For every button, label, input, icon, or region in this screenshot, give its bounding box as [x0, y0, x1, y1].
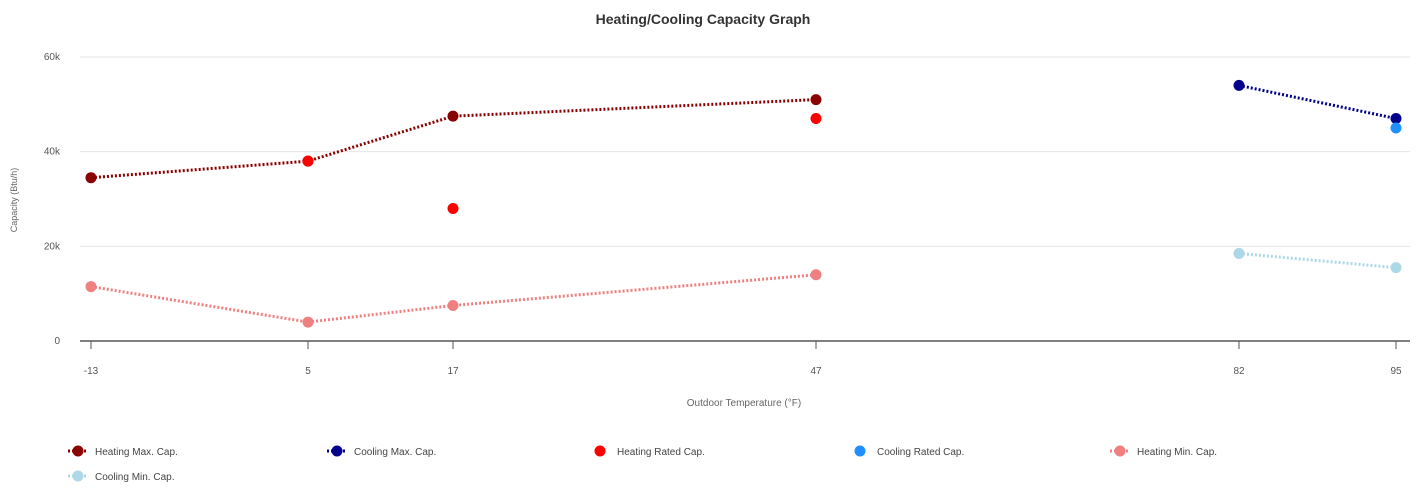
x-tick-label: 17	[447, 366, 459, 377]
data-point[interactable]	[1390, 113, 1402, 125]
x-tick-label: 82	[1233, 366, 1245, 377]
x-tick-label: 95	[1390, 366, 1402, 377]
y-tick-label: 60k	[44, 52, 61, 63]
legend-item-heating-rated-cap[interactable]: Heating Rated Cap.	[594, 445, 705, 459]
legend-item-heating-max-cap[interactable]: Heating Max. Cap.	[68, 445, 178, 459]
legend-marker	[72, 470, 84, 482]
data-point[interactable]	[1390, 262, 1402, 274]
legend-marker	[854, 445, 866, 457]
y-tick-label: 0	[54, 336, 60, 347]
data-point[interactable]	[1233, 247, 1245, 259]
x-tick-label: 5	[305, 366, 311, 377]
y-tick-label: 20k	[44, 241, 61, 252]
legend-item-cooling-max-cap[interactable]: Cooling Max. Cap.	[327, 445, 436, 459]
series-cooling-min-cap	[1233, 247, 1402, 274]
series-line	[1238, 83, 1397, 121]
series-cooling-max-cap	[1233, 79, 1402, 125]
y-axis-label: Capacity (Btu/h)	[9, 168, 19, 233]
data-point[interactable]	[85, 172, 97, 184]
axis-layer: -13 5 17 47 82 95	[80, 340, 1410, 377]
data-point[interactable]	[302, 155, 314, 167]
series-line	[90, 273, 817, 324]
legend-label: Cooling Max. Cap.	[354, 447, 436, 458]
legend-label: Heating Rated Cap.	[617, 447, 705, 458]
legend-marker	[594, 445, 606, 457]
legend-item-heating-min-cap[interactable]: Heating Min. Cap.	[1110, 445, 1217, 459]
data-point[interactable]	[302, 316, 314, 328]
y-tick-label: 40k	[44, 147, 61, 158]
legend: Heating Max. Cap. Cooling Max. Cap. Heatin…	[68, 445, 1217, 484]
legend-label: Cooling Rated Cap.	[877, 447, 964, 458]
x-tick-label: 47	[810, 366, 822, 377]
series-heating-max-cap	[85, 94, 822, 184]
legend-marker	[331, 445, 343, 457]
data-point[interactable]	[85, 281, 97, 293]
legend-item-cooling-min-cap[interactable]: Cooling Min. Cap.	[68, 470, 174, 484]
series-layer	[85, 79, 1402, 328]
legend-marker	[72, 445, 84, 457]
data-point[interactable]	[1233, 79, 1245, 91]
data-point[interactable]	[447, 202, 459, 214]
data-point[interactable]	[447, 110, 459, 122]
legend-item-cooling-rated-cap[interactable]: Cooling Rated Cap.	[854, 445, 965, 459]
series-line	[1238, 251, 1397, 270]
x-axis-label: Outdoor Temperature (°F)	[687, 398, 801, 409]
data-point[interactable]	[1390, 122, 1402, 134]
x-tick-label: -13	[84, 366, 99, 377]
legend-marker	[1114, 445, 1126, 457]
data-point[interactable]	[447, 300, 459, 311]
series-heating-rated-cap	[302, 113, 822, 214]
data-point[interactable]	[810, 113, 822, 125]
data-point[interactable]	[810, 94, 822, 106]
series-line	[90, 98, 817, 180]
legend-label: Heating Max. Cap.	[95, 447, 178, 458]
grid-layer: 0 20k 40k 60k	[44, 52, 1410, 347]
data-point[interactable]	[810, 269, 822, 281]
chart-title: Heating/Cooling Capacity Graph	[596, 11, 811, 27]
series-cooling-rated-cap	[1390, 122, 1402, 134]
legend-label: Cooling Min. Cap.	[95, 472, 174, 483]
legend-label: Heating Min. Cap.	[1137, 447, 1217, 458]
series-heating-min-cap	[85, 269, 822, 328]
